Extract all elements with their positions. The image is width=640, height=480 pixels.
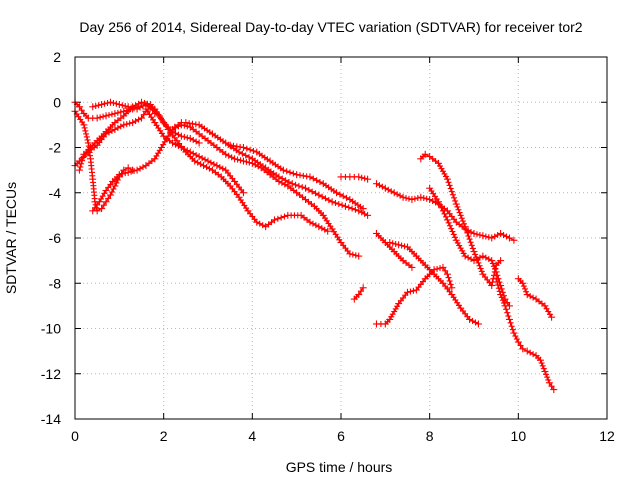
series-line xyxy=(517,278,553,318)
series-trace-15 xyxy=(350,284,367,303)
y-tick-label: -14 xyxy=(41,411,61,427)
plot-frame xyxy=(74,56,608,420)
chart-title: Day 256 of 2014, Sidereal Day-to-day VTE… xyxy=(79,19,582,35)
series-line xyxy=(420,153,502,287)
series-trace-19 xyxy=(492,275,558,394)
series-trace-06 xyxy=(75,98,332,235)
series-trace-16 xyxy=(372,263,456,328)
x-tick-label: 12 xyxy=(599,428,615,444)
series-trace-07 xyxy=(142,105,247,197)
y-tick-label: -2 xyxy=(49,140,62,156)
x-tick-label: 6 xyxy=(337,428,345,444)
y-tick-label: 2 xyxy=(53,49,61,65)
x-tick-label: 0 xyxy=(71,428,79,444)
series-trace-13 xyxy=(372,229,416,271)
y-tick-label: -12 xyxy=(41,366,61,382)
series-trace-10 xyxy=(226,141,367,213)
x-tick-label: 10 xyxy=(511,428,527,444)
series-trace-05 xyxy=(89,98,203,147)
x-axis-label: GPS time / hours xyxy=(286,459,393,475)
series-trace-20 xyxy=(514,275,556,321)
y-tick-label: -8 xyxy=(49,275,62,291)
tick-label-layer: 0 2 4 6 8 10 12 2 0 -2 -4 -6 -8 -10 -12 -14 xyxy=(41,49,615,444)
series-layer xyxy=(71,98,558,394)
series-trace-12 xyxy=(372,180,518,244)
series-line xyxy=(376,266,453,325)
y-tick-label: 0 xyxy=(53,94,61,110)
x-tick-label: 4 xyxy=(248,428,256,444)
tick-layer xyxy=(74,56,608,420)
series-line xyxy=(185,121,368,216)
x-tick-label: 2 xyxy=(160,428,168,444)
y-tick-label: -6 xyxy=(49,230,62,246)
y-axis-label: SDTVAR / TECUs xyxy=(3,182,19,294)
series-trace-17 xyxy=(417,150,505,290)
x-tick-label: 8 xyxy=(426,428,434,444)
y-tick-label: -4 xyxy=(49,185,62,201)
y-tick-label: -10 xyxy=(41,321,61,337)
series-trace-14 xyxy=(386,239,482,328)
series-trace-11 xyxy=(337,173,372,183)
